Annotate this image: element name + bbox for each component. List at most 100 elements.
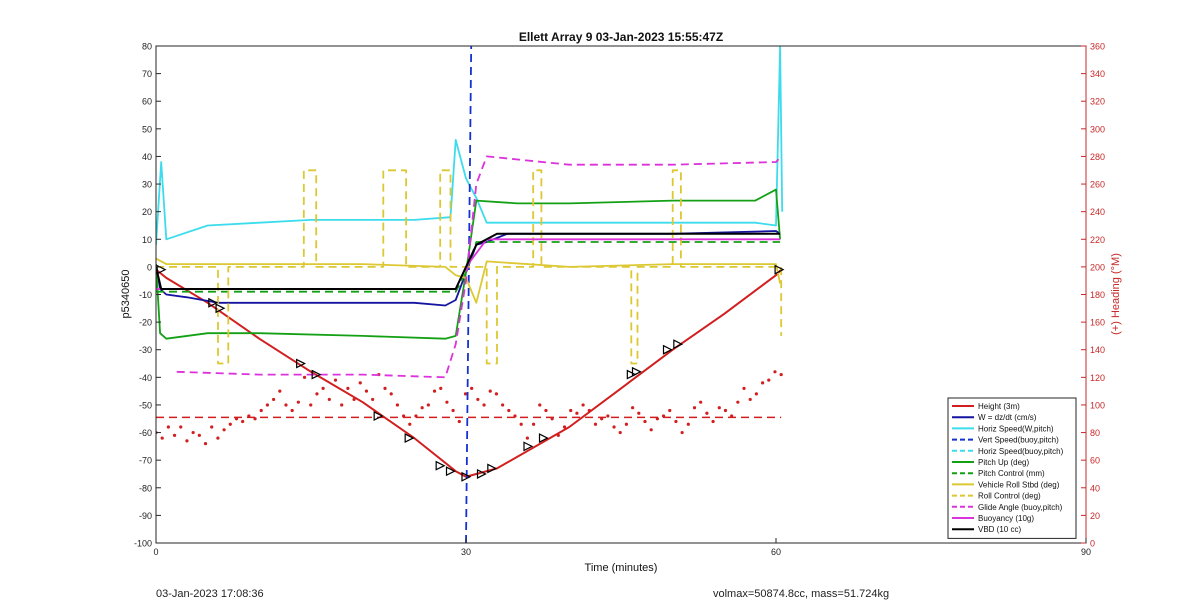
heading-point (705, 411, 709, 415)
series-line-11 (156, 232, 781, 290)
heading-point (748, 397, 752, 402)
heading-point (309, 403, 313, 407)
heading-point (439, 386, 443, 390)
x-tick-label: 90 (1081, 547, 1091, 557)
heading-point (203, 442, 208, 446)
heading-point (531, 422, 536, 426)
left-tick-label: -80 (139, 483, 152, 493)
heading-point (408, 422, 412, 426)
left-tick-label: -20 (139, 318, 152, 328)
heading-point (371, 397, 375, 402)
left-tick-label: -100 (134, 539, 152, 549)
heading-point (364, 389, 369, 393)
right-tick-label: 300 (1090, 124, 1105, 134)
right-y-axis: 0 20 40 60 80 100 120 140 160 180 200 220 240 260 280 3… (1081, 42, 1105, 549)
heading-point (760, 381, 765, 385)
right-tick-label: 320 (1090, 97, 1105, 107)
heading-point (463, 392, 468, 396)
left-tick-label: -90 (139, 511, 152, 521)
legend-label: Roll Control (deg) (978, 492, 1041, 501)
height-marker (215, 303, 226, 314)
heading-point (290, 408, 294, 413)
heading-point (600, 417, 604, 421)
heading-point (191, 430, 195, 435)
heading-point (234, 417, 239, 421)
heading-point (185, 439, 189, 443)
heading-point (655, 417, 659, 421)
heading-point (296, 400, 300, 404)
heading-point (779, 372, 783, 377)
heading-point (222, 428, 226, 432)
heading-point (426, 403, 430, 407)
heading-point (333, 378, 338, 382)
heading-point (272, 397, 276, 402)
right-tick-label: 360 (1090, 42, 1105, 52)
heading-point (668, 408, 672, 413)
heading-point (773, 370, 777, 374)
x-tick-label: 0 (153, 547, 158, 557)
right-tick-label: 120 (1090, 373, 1105, 383)
heading-point (742, 386, 746, 390)
heading-point (575, 411, 579, 415)
height-marker (673, 339, 684, 350)
series-line-5 (156, 188, 781, 340)
height-marker (476, 469, 487, 479)
right-tick-label: 340 (1090, 69, 1105, 79)
height-marker (435, 460, 446, 471)
right-tick-label: 80 (1090, 428, 1100, 438)
right-tick-label: 240 (1090, 207, 1105, 217)
heading-point (736, 400, 740, 404)
series-line-3 (465, 46, 473, 543)
heading-point (723, 408, 728, 413)
right-tick-label: 100 (1090, 400, 1105, 410)
heading-point (637, 411, 641, 415)
heading-point (507, 408, 511, 413)
legend-label: Vert Speed(buoy,pitch) (978, 436, 1059, 445)
left-tick-label: -50 (139, 400, 152, 410)
right-tick-label: 180 (1090, 290, 1105, 300)
heading-point (179, 425, 183, 429)
heading-point (358, 381, 362, 385)
legend-label: Vehicle Roll Stbd (deg) (978, 480, 1060, 489)
x-tick-label: 60 (771, 547, 781, 557)
x-axis-label: Time (minutes) (585, 562, 658, 574)
heading-point (624, 422, 629, 426)
right-tick-label: 160 (1090, 318, 1105, 328)
heading-point (711, 419, 715, 424)
heading-point (544, 408, 548, 413)
x-axis: 0 30 60 90 (153, 538, 1091, 557)
legend-label: Horiz Speed(buoy,pitch) (978, 447, 1064, 456)
right-tick-label: 200 (1090, 262, 1105, 272)
heading-point (649, 428, 653, 432)
height-marker (774, 264, 785, 275)
plot-area (156, 46, 785, 543)
heading-point (606, 414, 610, 418)
heading-point (302, 375, 307, 379)
left-tick-label: 50 (142, 124, 152, 134)
heading-point (197, 433, 201, 437)
height-marker (626, 369, 637, 380)
heading-point (210, 425, 214, 429)
heading-point (420, 406, 424, 410)
heading-point (253, 417, 257, 421)
legend-label: W = dz/dt (cm/s) (978, 413, 1037, 422)
x-tick-label: 30 (461, 547, 471, 557)
heading-point (247, 414, 251, 418)
heading-point (457, 419, 461, 424)
heading-point (451, 408, 455, 413)
left-tick-label: 10 (142, 235, 152, 245)
heading-point (476, 397, 480, 402)
legend-label: Height (3m) (978, 402, 1020, 411)
chart-title: Ellett Array 9 03-Jan-2023 15:55:47Z (519, 30, 723, 44)
right-tick-label: 280 (1090, 152, 1105, 162)
heading-point (340, 403, 344, 407)
heading-point (513, 414, 517, 418)
heading-point (259, 408, 263, 413)
heading-point (327, 397, 331, 402)
heading-point (618, 430, 622, 435)
y-axis-label: p5340650 (120, 270, 132, 319)
heading-point (538, 403, 542, 407)
heading-point (562, 425, 567, 429)
height-marker (296, 358, 307, 369)
